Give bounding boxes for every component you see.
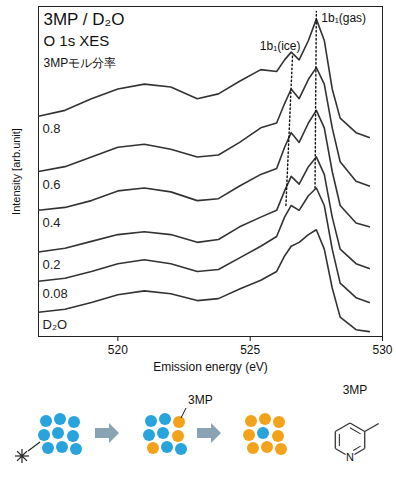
svg-text:Intensity [arb.unit]: Intensity [arb.unit] xyxy=(10,128,22,215)
svg-text:O 1s XES: O 1s XES xyxy=(44,32,110,49)
svg-text:3MPモル分率: 3MPモル分率 xyxy=(44,56,117,70)
svg-text:3MP: 3MP xyxy=(343,383,368,397)
svg-text:520: 520 xyxy=(108,343,128,357)
svg-text:3MP: 3MP xyxy=(188,393,213,407)
svg-text:N: N xyxy=(346,451,354,463)
svg-text:3MP / D₂O: 3MP / D₂O xyxy=(44,10,125,29)
svg-text:0.4: 0.4 xyxy=(43,215,61,230)
svg-text:Emission energy (eV): Emission energy (eV) xyxy=(153,360,268,374)
svg-text:1b₁(ice): 1b₁(ice) xyxy=(260,39,301,53)
svg-text:530: 530 xyxy=(372,343,392,357)
svg-text:1b₁(gas): 1b₁(gas) xyxy=(321,11,366,25)
svg-text:0.2: 0.2 xyxy=(43,257,61,272)
svg-text:0.08: 0.08 xyxy=(43,286,68,301)
svg-text:525: 525 xyxy=(240,343,260,357)
svg-text:D₂O: D₂O xyxy=(43,317,68,332)
svg-text:0.6: 0.6 xyxy=(43,177,61,192)
svg-text:0.8: 0.8 xyxy=(43,121,61,136)
